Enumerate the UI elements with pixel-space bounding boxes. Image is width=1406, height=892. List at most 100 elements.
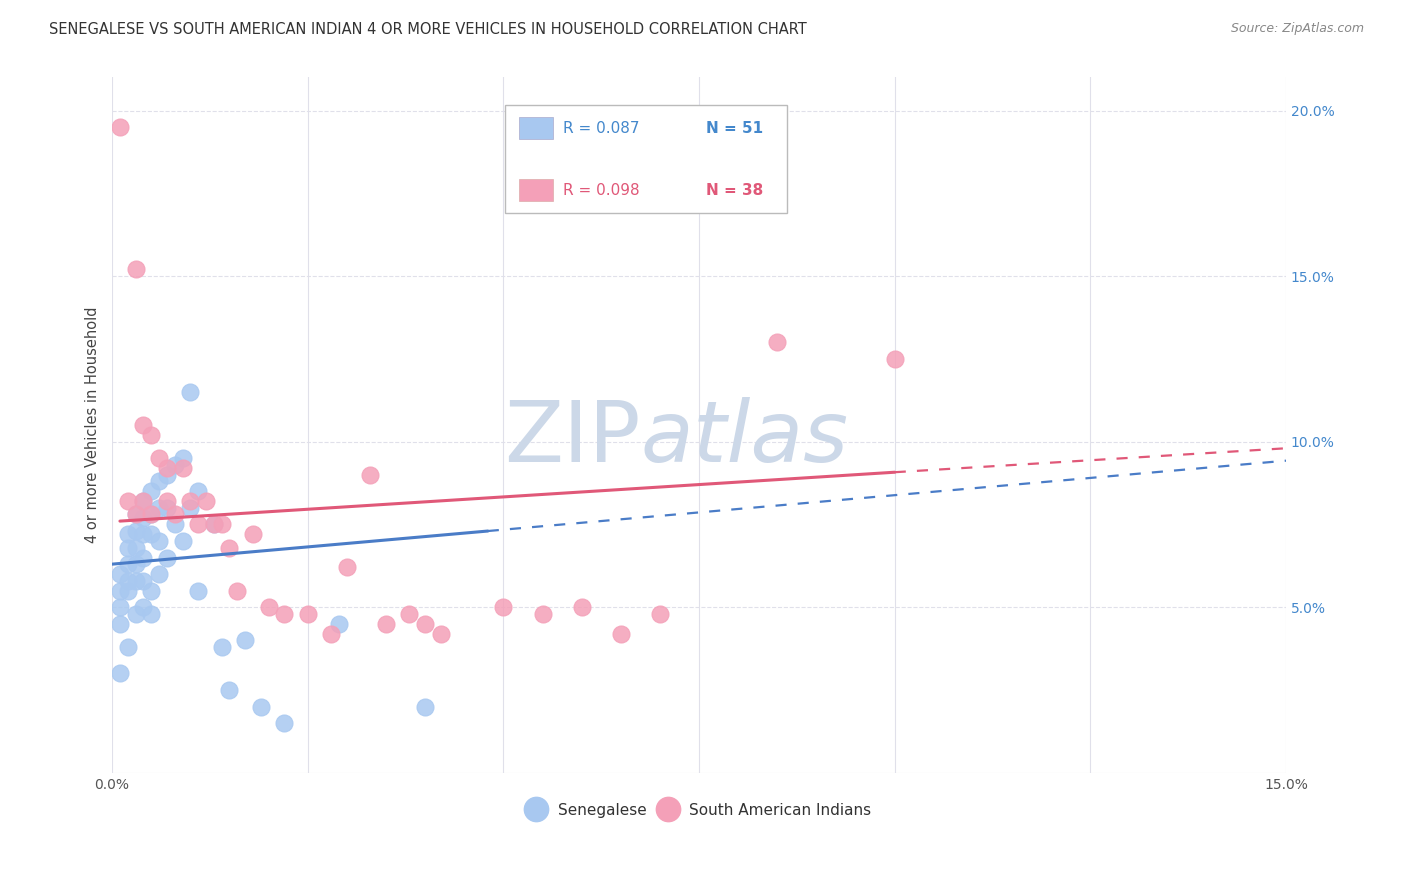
Point [883, 351, 905, 366]
Point [117, 557, 139, 571]
FancyBboxPatch shape [505, 105, 787, 213]
Point [124, 607, 146, 621]
Point [141, 583, 163, 598]
Point [195, 494, 218, 508]
Point [531, 607, 554, 621]
Point [108, 120, 131, 134]
Point [187, 484, 209, 499]
Text: N = 38: N = 38 [706, 183, 763, 198]
Point [108, 666, 131, 681]
Point [413, 616, 436, 631]
Point [218, 683, 240, 698]
Point [141, 508, 163, 522]
Point [172, 461, 194, 475]
Point [179, 494, 201, 508]
Point [108, 600, 131, 615]
Point [132, 527, 155, 541]
Point [766, 335, 789, 350]
Point [492, 600, 515, 615]
Point [141, 428, 163, 442]
Point [132, 494, 155, 508]
Point [179, 500, 201, 515]
Point [430, 626, 453, 640]
Point [148, 500, 170, 515]
Point [297, 607, 319, 621]
Point [187, 517, 209, 532]
Point [413, 699, 436, 714]
Point [132, 494, 155, 508]
Point [172, 533, 194, 548]
Point [172, 451, 194, 466]
Point [124, 262, 146, 277]
Point [233, 633, 256, 648]
Text: R = 0.098: R = 0.098 [562, 183, 640, 198]
Point [132, 510, 155, 524]
Point [156, 461, 179, 475]
Bar [519, 117, 554, 139]
Text: Source: ZipAtlas.com: Source: ZipAtlas.com [1230, 22, 1364, 36]
Point [328, 616, 350, 631]
Text: atlas: atlas [640, 398, 848, 481]
Point [141, 527, 163, 541]
Point [132, 574, 155, 588]
Point [398, 607, 420, 621]
Y-axis label: 4 or more Vehicles in Household: 4 or more Vehicles in Household [86, 307, 100, 543]
Point [141, 484, 163, 499]
Point [179, 384, 201, 399]
Point [148, 533, 170, 548]
Point [218, 541, 240, 555]
Point [187, 583, 209, 598]
Point [336, 560, 359, 574]
Point [124, 541, 146, 555]
Point [242, 527, 264, 541]
Text: ZIP: ZIP [503, 398, 640, 481]
Point [148, 475, 170, 489]
Point [273, 716, 295, 731]
Text: SENEGALESE VS SOUTH AMERICAN INDIAN 4 OR MORE VEHICLES IN HOUSEHOLD CORRELATION : SENEGALESE VS SOUTH AMERICAN INDIAN 4 OR… [49, 22, 807, 37]
Point [108, 567, 131, 582]
Point [108, 583, 131, 598]
Point [163, 458, 186, 472]
Point [156, 550, 179, 565]
Point [117, 494, 139, 508]
Point [117, 527, 139, 541]
Point [211, 517, 233, 532]
Point [124, 574, 146, 588]
Point [148, 567, 170, 582]
Point [148, 451, 170, 466]
Point [156, 494, 179, 508]
Text: N = 51: N = 51 [706, 120, 763, 136]
Point [571, 600, 593, 615]
Point [273, 607, 295, 621]
Point [117, 640, 139, 654]
Point [117, 541, 139, 555]
Point [124, 524, 146, 538]
Point [117, 574, 139, 588]
Point [124, 508, 146, 522]
Point [249, 699, 271, 714]
Point [163, 508, 186, 522]
Point [226, 583, 249, 598]
Point [202, 517, 225, 532]
Point [257, 600, 280, 615]
Point [117, 583, 139, 598]
Point [163, 517, 186, 532]
Point [132, 600, 155, 615]
Point [141, 607, 163, 621]
Bar [519, 179, 554, 202]
Point [156, 500, 179, 515]
Point [375, 616, 398, 631]
Point [610, 626, 633, 640]
Point [156, 467, 179, 482]
Legend: Senegalese, South American Indians: Senegalese, South American Indians [520, 796, 877, 824]
Point [124, 508, 146, 522]
Point [141, 508, 163, 522]
Point [132, 550, 155, 565]
Point [132, 418, 155, 433]
Point [321, 626, 343, 640]
Point [359, 467, 381, 482]
Point [124, 557, 146, 571]
Point [648, 607, 671, 621]
Point [211, 640, 233, 654]
Point [202, 517, 225, 532]
